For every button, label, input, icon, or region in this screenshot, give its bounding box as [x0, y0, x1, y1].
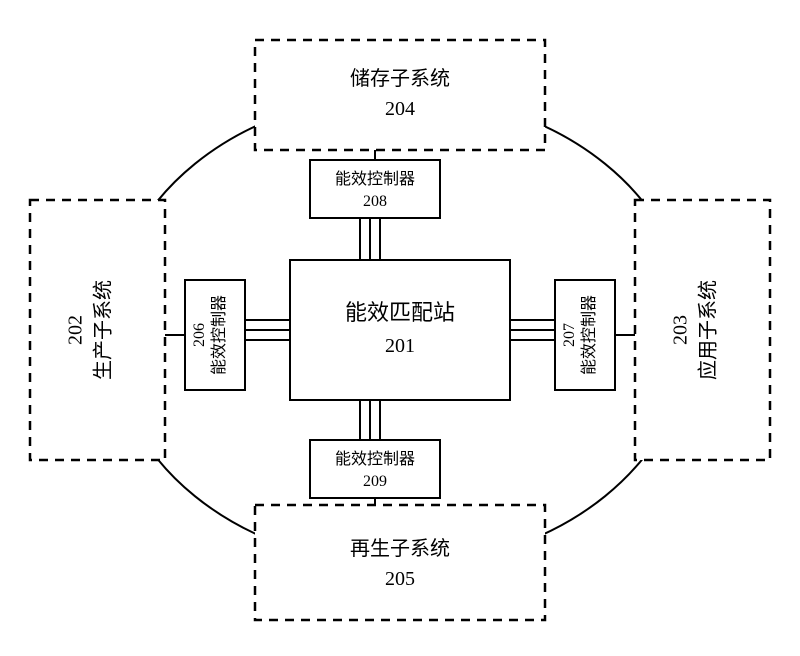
subsystem-regen-label: 再生子系统: [350, 537, 450, 560]
controller-top-num: 208: [363, 193, 387, 210]
controller-top-label: 能效控制器: [335, 170, 415, 188]
controller-right-num: 207: [561, 323, 578, 347]
subsystem-regen-num: 205: [385, 568, 415, 590]
hub-label: 能效匹配站: [345, 300, 455, 325]
subsystem-production-num: 202: [65, 315, 87, 345]
subsystem-storage-label: 储存子系统: [350, 67, 450, 90]
subsystem-application-label: 应用子系统: [697, 280, 720, 380]
controller-bottom-label: 能效控制器: [335, 450, 415, 468]
subsystem-regen: [255, 505, 545, 620]
hub-num: 201: [385, 335, 415, 357]
subsystem-application-num: 203: [670, 315, 692, 345]
controller-right-label: 能效控制器: [580, 295, 598, 375]
controller-left-label: 能效控制器: [210, 295, 228, 375]
subsystem-production-label: 生产子系统: [92, 280, 115, 380]
subsystem-storage-num: 204: [385, 98, 415, 120]
controller-bottom-num: 209: [363, 473, 387, 490]
subsystem-storage: [255, 40, 545, 150]
hub-box: [290, 260, 510, 400]
controller-left-num: 206: [191, 323, 208, 347]
